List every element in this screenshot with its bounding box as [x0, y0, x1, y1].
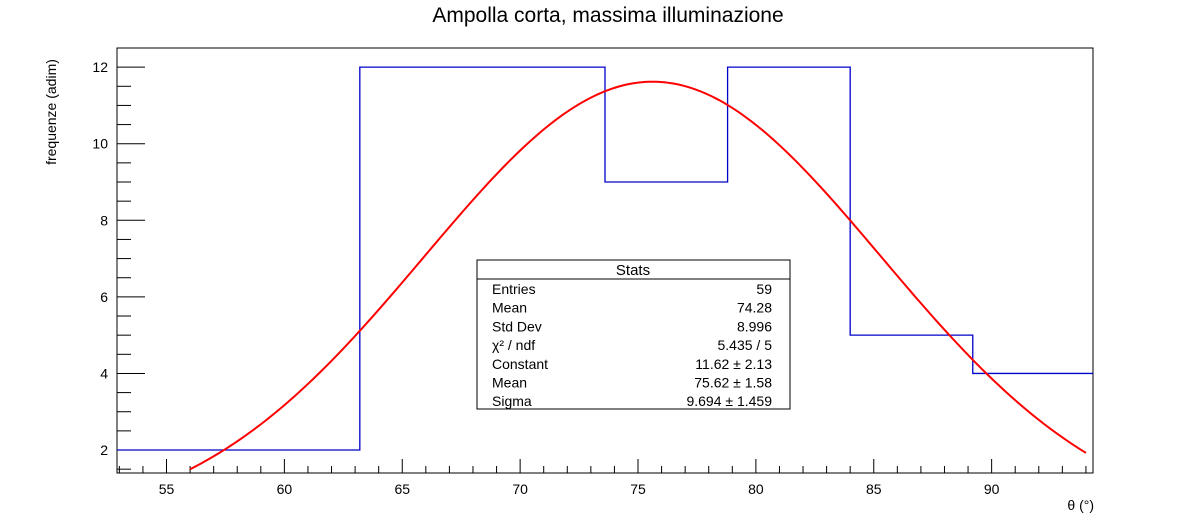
x-tick-label: 70 [512, 481, 528, 497]
y-tick-label: 8 [100, 212, 108, 228]
stats-row-value: 11.62 ± 2.13 [695, 356, 772, 372]
x-tick-label: 85 [866, 481, 882, 497]
chart-title: Ampolla corta, massima illuminazione [432, 4, 783, 27]
histogram-step-line [117, 66, 1093, 451]
stats-row-label: Std Dev [492, 318, 542, 334]
histogram-series [117, 66, 1093, 451]
stats-row-value: 59 [756, 281, 772, 297]
x-axis-label: θ (°) [1067, 497, 1094, 513]
stats-row-value: 5.435 / 5 [718, 337, 773, 353]
stats-box-frame [476, 259, 791, 410]
stats-row-label: Mean [492, 300, 527, 316]
x-tick-label: 90 [984, 481, 1000, 497]
stats-row-label: Mean [492, 375, 527, 391]
y-tick-label: 6 [100, 289, 108, 305]
x-tick-label: 55 [159, 481, 175, 497]
plot-frame [116, 47, 1094, 474]
stats-row-value: 75.62 ± 1.58 [694, 375, 772, 391]
x-tick-label: 60 [277, 481, 293, 497]
stats-row-value: 9.694 ± 1.459 [686, 393, 772, 409]
y-axis: 2 4 6 8 10 12 [92, 47, 145, 470]
y-tick-label: 12 [92, 59, 108, 75]
stats-row-label: Constant [492, 356, 548, 372]
y-tick-label: 4 [100, 365, 108, 381]
x-tick-label: 75 [630, 481, 646, 497]
y-tick-label: 10 [92, 136, 108, 152]
y-tick-label: 2 [100, 442, 108, 458]
x-tick-label: 65 [394, 481, 410, 497]
stats-row-label: Entries [492, 281, 536, 297]
x-tick-label: 80 [748, 481, 764, 497]
y-axis-label: frequenze (adim) [43, 59, 59, 165]
stats-row-label: χ² / ndf [492, 337, 535, 353]
x-axis: 55 60 65 70 75 80 85 90 [118, 459, 1087, 497]
stats-row-value: 74.28 [737, 300, 772, 316]
stats-box-title: Stats [616, 262, 650, 279]
stats-box: Stats Entries 59 Mean 74.28 Std Dev 8.996 χ² /… [476, 259, 791, 410]
stats-rows: Entries 59 Mean 74.28 Std Dev 8.996 χ² / ndf 5.… [492, 281, 772, 409]
stats-row-value: 8.996 [737, 318, 772, 334]
gaussian-fit-curve [189, 80, 1087, 471]
fit-series [189, 80, 1087, 471]
stats-row-label: Sigma [492, 393, 532, 409]
